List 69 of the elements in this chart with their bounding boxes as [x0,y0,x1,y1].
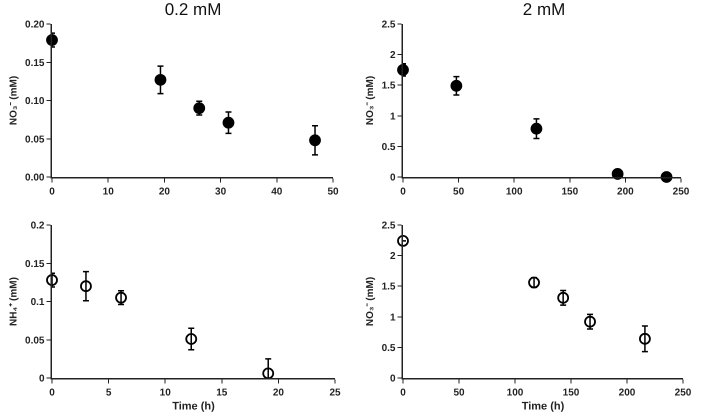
x-tick-label: 50 [453,388,465,398]
point [193,102,206,114]
y-tick-label: 0 [38,374,45,384]
y-tick-label: 0.5 [382,342,396,354]
x-tick-label: 40 [271,186,283,198]
x-tick-label: 0 [400,388,406,398]
y-axis-title: NO₃⁻ (mM) [8,76,20,126]
point [80,280,92,292]
y-tick-label: 0.00 [25,172,45,184]
point [450,80,462,92]
x-axis-title: Time (h) [522,400,565,412]
x-tick-label: 100 [506,388,524,398]
x-tick-label: 10 [160,388,172,398]
chart-title: 0.2 mM [164,0,222,20]
x-tick-label: 100 [506,186,523,198]
x-tick-label: 10 [102,186,114,198]
y-tick-label: 0.15 [25,58,45,69]
x-tick-label: 150 [561,186,579,198]
x-tick-label: 20 [272,388,284,398]
point [185,333,198,345]
y-tick-label: 1.5 [382,80,396,92]
x-tick-label: 15 [216,388,228,398]
x-tick-label: 20 [158,186,170,198]
point [612,168,624,180]
y-tick-label: 1 [390,312,396,324]
x-tick-label: 200 [618,388,636,398]
point [262,368,274,380]
y-tick-label: 2 [390,251,396,262]
y-tick-label: 0.05 [25,134,45,146]
point [660,171,672,183]
y-tick-label: 2.5 [382,220,396,232]
x-tick-label: 50 [327,186,339,198]
point [222,116,234,129]
x-tick-label: 50 [453,186,465,198]
point [309,134,321,146]
y-tick-label: 0.10 [25,96,45,107]
point [46,274,58,286]
y-tick-label: 1 [390,111,396,122]
y-axis-title: NH₄⁺ (mM) [8,277,20,326]
point [557,292,570,304]
x-tick-label: 250 [672,186,690,198]
x-tick-label: 5 [106,388,112,398]
x-tick-label: 30 [215,186,227,198]
chart-title: 2 mM [522,0,566,20]
point [154,74,166,86]
x-axis-title: Time (h) [172,400,216,412]
point [530,122,542,135]
y-tick-label: 0.2 [30,220,45,232]
y-tick-label: 2.5 [382,20,396,30]
x-tick-label: 0 [49,388,56,398]
x-tick-label: 25 [329,388,341,398]
y-tick-label: 0.15 [25,258,45,270]
x-tick-label: 250 [674,388,692,398]
y-axis-title: NO₃⁻ (mM) [364,276,376,326]
x-tick-label: 0 [49,186,56,198]
y-tick-label: 0.1 [30,297,45,308]
point [397,235,409,247]
x-tick-label: 0 [400,186,406,198]
y-tick-label: 0 [390,172,396,184]
y-axis-title: NO₃⁻ (mM) [364,76,376,126]
y-tick-label: 1.5 [382,282,396,293]
y-tick-label: 0.5 [382,142,396,153]
point [639,332,651,345]
y-tick-label: 2 [390,50,396,62]
y-tick-label: 0.05 [25,335,45,346]
x-tick-label: 150 [562,388,580,398]
x-tick-label: 200 [617,186,634,198]
y-tick-label: 0.20 [25,20,45,30]
y-tick-label: 0 [390,374,396,384]
